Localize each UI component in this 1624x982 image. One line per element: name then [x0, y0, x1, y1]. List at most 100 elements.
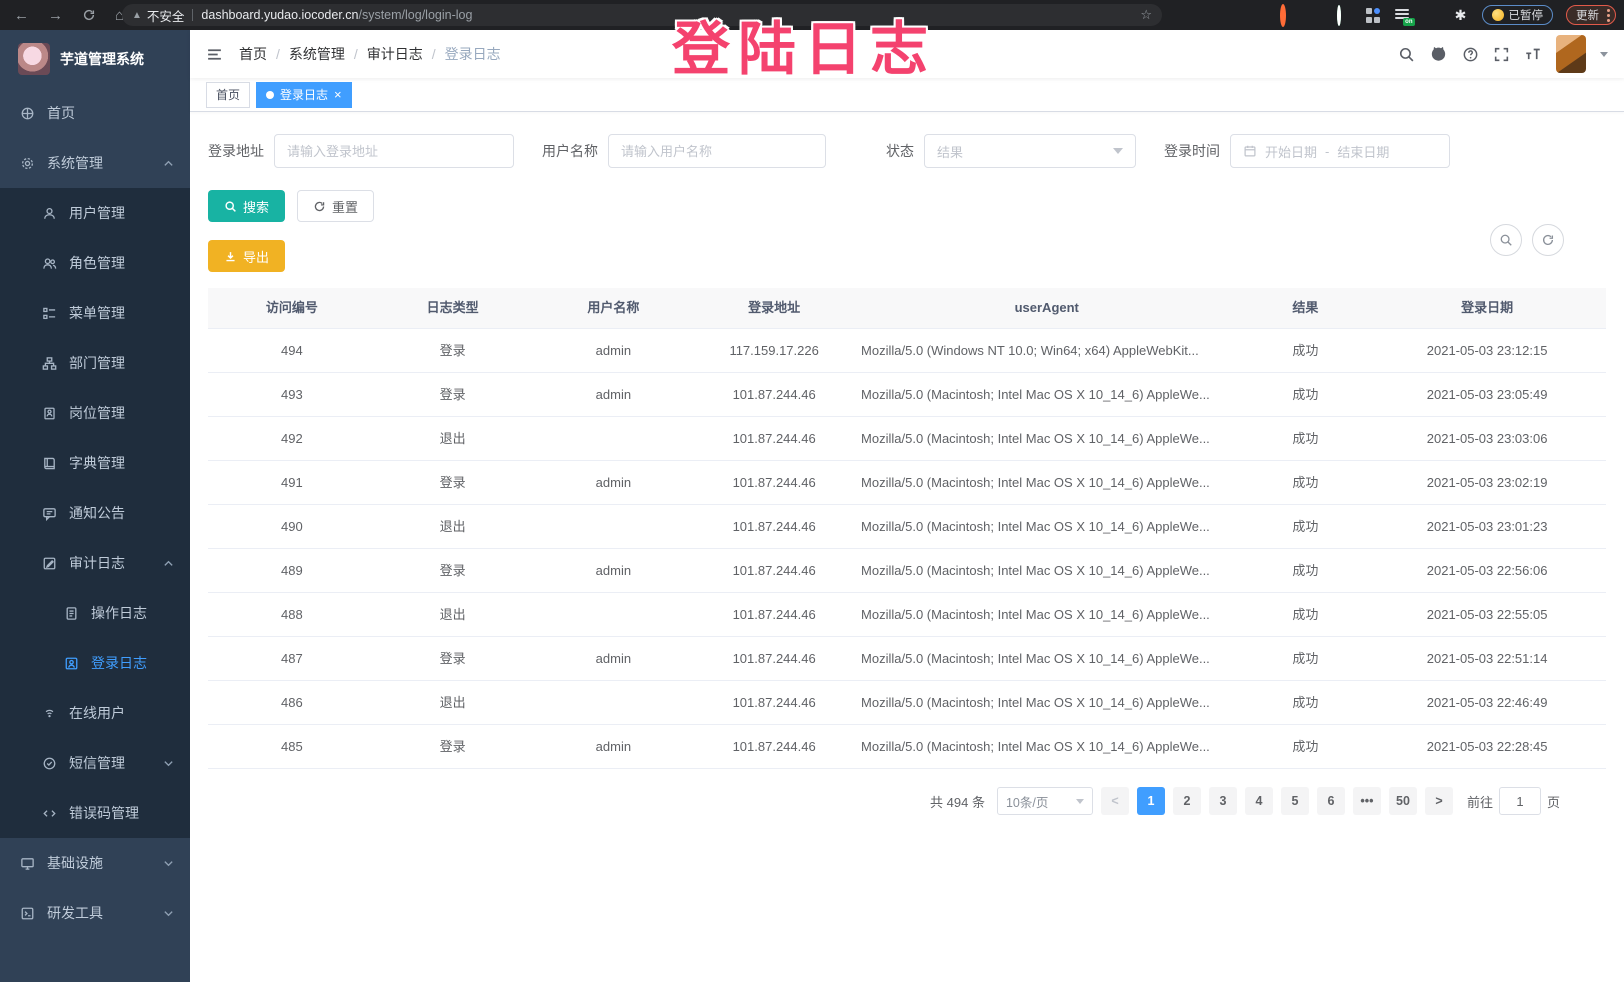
sidebar-item-home[interactable]: 首页 — [0, 88, 190, 138]
cell-ip: 101.87.244.46 — [732, 431, 816, 446]
extension-gem-icon[interactable] — [1308, 7, 1324, 23]
reset-button[interactable]: 重置 — [297, 190, 375, 222]
search-icon[interactable] — [1398, 46, 1415, 63]
sidebar-item-sms[interactable]: 短信管理 — [0, 738, 190, 788]
date-range-separator: - — [1325, 143, 1330, 159]
page-button-4[interactable]: 4 — [1244, 787, 1273, 815]
sidebar-item-users[interactable]: 用户管理 — [0, 188, 190, 238]
page-button-3[interactable]: 3 — [1208, 787, 1237, 815]
hamburger-icon[interactable] — [206, 46, 223, 63]
sidebar-item-system[interactable]: 系统管理 — [0, 138, 190, 188]
cell-result: 成功 — [1292, 651, 1319, 666]
extension-orange-icon[interactable] — [1279, 4, 1295, 27]
page-button-6[interactable]: 6 — [1316, 787, 1345, 815]
page-ellipsis[interactable]: ••• — [1352, 787, 1381, 815]
sidebar-item-label: 菜单管理 — [69, 305, 125, 321]
reload-icon[interactable] — [82, 8, 96, 22]
breadcrumb: 首页 / 系统管理 / 审计日志 / 登录日志 — [239, 44, 501, 64]
page-button-2[interactable]: 2 — [1172, 787, 1201, 815]
paused-pill[interactable]: 已暂停 — [1481, 5, 1553, 25]
gear-icon — [20, 156, 35, 171]
message-icon — [42, 506, 57, 521]
back-icon[interactable]: ← — [14, 6, 29, 24]
font-size-icon[interactable] — [1524, 45, 1542, 63]
url-path: /system/log/login-log — [358, 8, 473, 22]
start-date-placeholder: 开始日期 — [1265, 144, 1318, 160]
cell-type: 登录 — [439, 563, 466, 578]
update-pill[interactable]: 更新 — [1566, 5, 1616, 25]
edit-icon — [42, 556, 57, 571]
cell-result: 成功 — [1292, 607, 1319, 622]
bookmark-star-icon[interactable]: ☆ — [1140, 7, 1152, 22]
logo-row[interactable]: 芋道管理系统 — [0, 30, 190, 88]
extension-grid-icon[interactable] — [1365, 7, 1382, 23]
tag-login-log[interactable]: 登录日志 × — [256, 81, 352, 108]
table-row: 491 登录 admin 101.87.244.46 Mozilla/5.0 (… — [208, 461, 1606, 505]
breadcrumb-item[interactable]: 系统管理 — [288, 46, 345, 62]
cell-date: 2021-05-03 22:28:45 — [1426, 739, 1548, 754]
page-button-50[interactable]: 50 — [1388, 787, 1417, 815]
next-page-button[interactable]: > — [1424, 787, 1453, 815]
end-date-placeholder: 结束日期 — [1337, 144, 1390, 160]
browser-menu-icon[interactable] — [1607, 8, 1610, 22]
breadcrumb-item[interactable]: 审计日志 — [366, 46, 423, 62]
forward-icon[interactable]: → — [48, 6, 63, 24]
tag-home[interactable]: 首页 — [206, 81, 251, 108]
help-icon[interactable] — [1462, 46, 1479, 63]
home-icon[interactable]: ⌂ — [115, 6, 125, 24]
sidebar-item-menus[interactable]: 菜单管理 — [0, 288, 190, 338]
extension-green-icon[interactable] — [1336, 5, 1353, 26]
cell-useragent: Mozilla/5.0 (Windows NT 10.0; Win64; x64… — [861, 343, 1199, 358]
extension-switch-icon[interactable]: on — [1394, 7, 1415, 26]
status-select[interactable]: 结果 — [924, 134, 1136, 168]
login-address-input[interactable] — [287, 143, 501, 159]
extensions-puzzle-icon[interactable]: ✱ — [1454, 7, 1467, 23]
sidebar-item-dev-tools[interactable]: 研发工具 — [0, 888, 190, 938]
page-button-1[interactable]: 1 — [1136, 787, 1165, 815]
cell-user — [530, 681, 698, 724]
avatar-caret-icon[interactable] — [1600, 51, 1608, 57]
breadcrumb-separator: / — [276, 46, 280, 62]
sidebar-item-label: 首页 — [47, 105, 75, 121]
goto-page-input[interactable] — [1498, 787, 1541, 815]
sidebar-item-infra[interactable]: 基础设施 — [0, 838, 190, 888]
sidebar-item-posts[interactable]: 岗位管理 — [0, 388, 190, 438]
sidebar-item-dict[interactable]: 字典管理 — [0, 438, 190, 488]
cell-date: 2021-05-03 23:03:06 — [1426, 431, 1548, 446]
search-button[interactable]: 搜索 — [208, 190, 286, 222]
username-input[interactable] — [621, 143, 813, 159]
filter-label-status: 状态 — [886, 143, 914, 159]
tool-icon — [20, 906, 35, 921]
sidebar-item-operation-log[interactable]: 操作日志 — [0, 588, 190, 638]
prev-page-button[interactable]: < — [1100, 787, 1129, 815]
github-icon[interactable] — [1429, 45, 1448, 64]
cell-id: 488 — [281, 607, 303, 622]
document-icon — [64, 606, 79, 621]
app-logo — [18, 43, 50, 75]
cell-date: 2021-05-03 23:01:23 — [1426, 519, 1548, 534]
cell-type: 登录 — [439, 739, 466, 754]
close-icon[interactable]: × — [334, 87, 342, 102]
page-button-5[interactable]: 5 — [1280, 787, 1309, 815]
sidebar-item-notice[interactable]: 通知公告 — [0, 488, 190, 538]
page-size-select[interactable]: 10条/页 — [996, 787, 1093, 815]
avatar[interactable] — [1556, 35, 1586, 73]
breadcrumb-item[interactable]: 首页 — [239, 46, 267, 62]
refresh-button[interactable] — [1532, 224, 1564, 256]
dashboard-icon — [20, 106, 35, 121]
login-time-range-picker[interactable]: 开始日期 - 结束日期 — [1230, 134, 1450, 168]
sidebar-item-login-log[interactable]: 登录日志 — [0, 638, 190, 688]
extension-leaf-icon[interactable] — [1424, 7, 1440, 23]
hide-search-button[interactable] — [1490, 224, 1522, 256]
sidebar-item-error-codes[interactable]: 错误码管理 — [0, 788, 190, 838]
sidebar-item-online-users[interactable]: 在线用户 — [0, 688, 190, 738]
sidebar-item-departments[interactable]: 部门管理 — [0, 338, 190, 388]
cell-useragent: Mozilla/5.0 (Macintosh; Intel Mac OS X 1… — [861, 739, 1210, 754]
url-bar[interactable]: ▲ 不安全 dashboard.yudao.iocoder.cn /system… — [122, 4, 1162, 26]
shield-check-icon — [42, 756, 57, 771]
cell-ip: 101.87.244.46 — [732, 563, 816, 578]
sidebar-item-roles[interactable]: 角色管理 — [0, 238, 190, 288]
sidebar-item-audit-log[interactable]: 审计日志 — [0, 538, 190, 588]
fullscreen-icon[interactable] — [1493, 46, 1510, 63]
export-button[interactable]: 导出 — [208, 240, 286, 272]
